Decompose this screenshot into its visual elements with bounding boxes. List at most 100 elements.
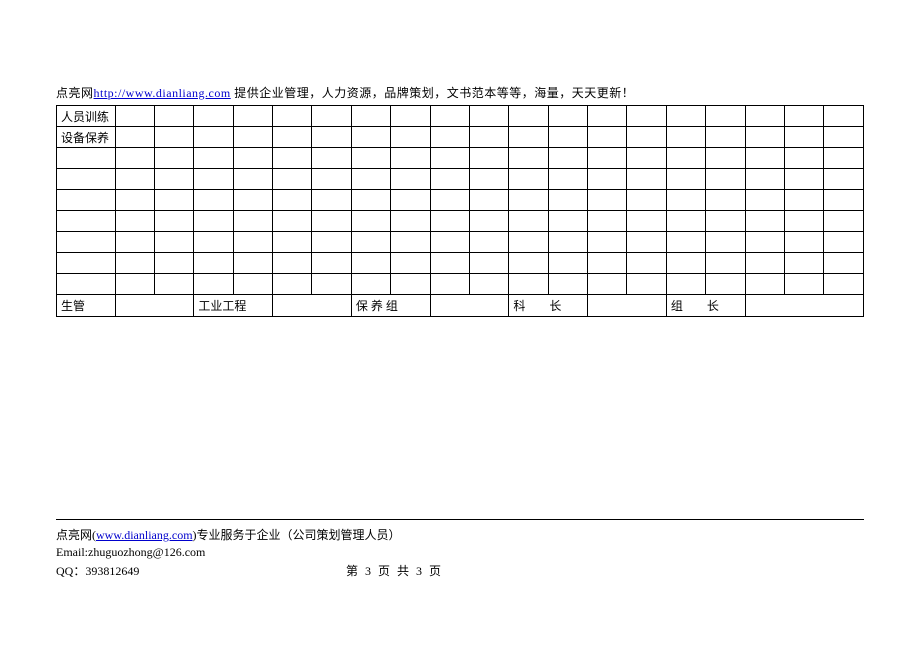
- table-cell: [351, 253, 390, 274]
- table-cell: [469, 127, 508, 148]
- table-cell: [627, 253, 666, 274]
- table-cell: [194, 127, 233, 148]
- table-cell: [666, 148, 705, 169]
- table-row: 设备保养: [57, 127, 864, 148]
- table-cell: [784, 274, 823, 295]
- table-cell: [548, 232, 587, 253]
- email-value: zhuguozhong@126.com: [88, 545, 205, 559]
- table-cell: [666, 211, 705, 232]
- table-cell: [469, 211, 508, 232]
- table-cell: [745, 232, 784, 253]
- table-cell: [745, 127, 784, 148]
- footer-cell-blank: [115, 295, 194, 317]
- table-cell: [154, 232, 193, 253]
- table-cell: [469, 190, 508, 211]
- table-cell: [351, 169, 390, 190]
- table-cell: [548, 274, 587, 295]
- table-cell: [548, 190, 587, 211]
- table-cell: [430, 211, 469, 232]
- table-cell: [509, 190, 548, 211]
- qq-value: 393812649: [85, 564, 139, 578]
- table-cell: [706, 211, 745, 232]
- table-cell: [430, 169, 469, 190]
- table-cell: [469, 253, 508, 274]
- table-cell: [194, 253, 233, 274]
- table-cell: [509, 106, 548, 127]
- table-cell: [509, 148, 548, 169]
- table-cell: [627, 127, 666, 148]
- row-label-cell: [57, 148, 116, 169]
- footer-prefix: 点亮网(: [56, 528, 96, 542]
- table-cell: [154, 127, 193, 148]
- table-cell: [273, 127, 312, 148]
- table-row: [57, 253, 864, 274]
- table-cell: [666, 274, 705, 295]
- header-prefix: 点亮网: [56, 86, 94, 100]
- table-cell: [824, 232, 864, 253]
- table-cell: [588, 232, 627, 253]
- table-cell: [627, 232, 666, 253]
- footer-link[interactable]: www.dianliang.com: [96, 528, 193, 542]
- table-cell: [627, 148, 666, 169]
- table-cell: [233, 148, 272, 169]
- footer-suffix: )专业服务于企业（公司策划管理人员）: [193, 528, 401, 542]
- table-cell: [273, 148, 312, 169]
- table-cell: [469, 274, 508, 295]
- row-label-cell: 设备保养: [57, 127, 116, 148]
- header-suffix: 提供企业管理，人力资源，品牌策划，文书范本等等，海量，天天更新！: [231, 86, 635, 100]
- table-cell: [154, 106, 193, 127]
- footer-email: Email:zhuguozhong@126.com: [56, 545, 864, 560]
- table-cell: [548, 106, 587, 127]
- page-number: 第 3 页 共 3 页: [346, 562, 443, 579]
- table-cell: [784, 253, 823, 274]
- table-cell: [115, 190, 154, 211]
- table-row: [57, 274, 864, 295]
- qq-label: QQ：: [56, 564, 85, 578]
- table-cell: [391, 211, 430, 232]
- table-cell: [233, 211, 272, 232]
- table-cell: [509, 127, 548, 148]
- table-cell: [194, 148, 233, 169]
- table-cell: [706, 169, 745, 190]
- table-cell: [391, 148, 430, 169]
- table-cell: [351, 127, 390, 148]
- table-cell: [312, 253, 351, 274]
- table-cell: [351, 211, 390, 232]
- table-cell: [588, 211, 627, 232]
- table-cell: [194, 169, 233, 190]
- table-cell: [745, 253, 784, 274]
- footer-cell-zuzhang: 组 长: [666, 295, 745, 317]
- table-cell: [233, 190, 272, 211]
- table-cell: [745, 211, 784, 232]
- table-cell: [627, 190, 666, 211]
- table-cell: [430, 106, 469, 127]
- table-cell: [154, 190, 193, 211]
- table-cell: [588, 127, 627, 148]
- table-cell: [469, 169, 508, 190]
- footer-cell-blank: [588, 295, 667, 317]
- footer-cell-blank: [273, 295, 352, 317]
- table-cell: [115, 253, 154, 274]
- table-cell: [745, 148, 784, 169]
- table-cell: [588, 106, 627, 127]
- table-cell: [509, 169, 548, 190]
- table-cell: [351, 232, 390, 253]
- header-link[interactable]: http://www.dianliang.com: [94, 86, 231, 100]
- row-label-cell: [57, 274, 116, 295]
- table-cell: [784, 211, 823, 232]
- table-cell: [588, 253, 627, 274]
- table-cell: [706, 190, 745, 211]
- table-cell: [115, 211, 154, 232]
- table-cell: [588, 148, 627, 169]
- table-cell: [706, 148, 745, 169]
- table-cell: [784, 190, 823, 211]
- table-cell: [666, 253, 705, 274]
- table-cell: [745, 106, 784, 127]
- table-row: [57, 190, 864, 211]
- table-cell: [745, 274, 784, 295]
- row-label-cell: [57, 211, 116, 232]
- table-cell: [548, 169, 587, 190]
- table-cell: [548, 127, 587, 148]
- table-cell: [824, 148, 864, 169]
- table-cell: [351, 190, 390, 211]
